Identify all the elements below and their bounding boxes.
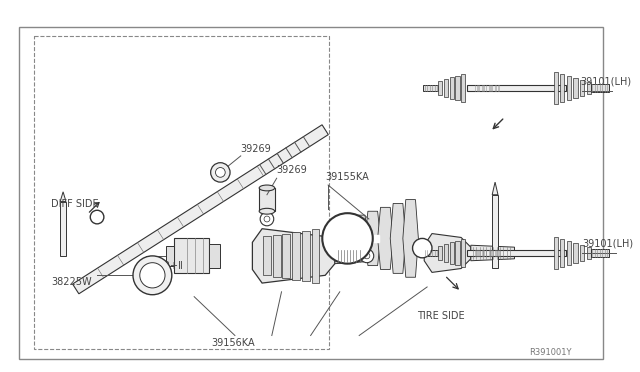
Polygon shape [292,232,300,280]
Polygon shape [580,245,584,261]
Polygon shape [403,200,419,277]
Polygon shape [461,74,465,102]
Polygon shape [60,202,66,256]
Text: 38225W: 38225W [51,277,92,287]
Polygon shape [259,188,275,211]
Polygon shape [263,237,271,275]
Polygon shape [456,76,460,100]
Circle shape [90,210,104,224]
Text: 39156KA: 39156KA [212,338,255,348]
Polygon shape [335,248,364,264]
Polygon shape [72,125,328,294]
Polygon shape [273,235,280,277]
Polygon shape [567,76,571,100]
Text: 39155KA: 39155KA [325,172,369,182]
Bar [34,36,329,349]
Circle shape [360,249,374,263]
Polygon shape [450,77,454,99]
Text: TIRE SIDE: TIRE SIDE [417,311,465,321]
Polygon shape [365,211,381,266]
Text: 39101(LH): 39101(LH) [580,76,632,86]
Polygon shape [60,192,66,202]
Polygon shape [353,215,368,262]
Polygon shape [580,80,584,96]
Text: 39269: 39269 [276,166,307,176]
Polygon shape [166,246,174,266]
Circle shape [323,213,372,264]
Polygon shape [450,242,454,264]
Polygon shape [369,234,379,242]
Polygon shape [492,182,498,195]
Polygon shape [438,246,442,260]
Circle shape [140,263,165,288]
Polygon shape [560,239,564,267]
Polygon shape [554,237,558,269]
Polygon shape [560,74,564,102]
Polygon shape [587,82,591,94]
Polygon shape [444,79,448,97]
Polygon shape [424,234,471,272]
Polygon shape [390,203,406,273]
Polygon shape [444,244,448,262]
Circle shape [216,167,225,177]
Polygon shape [252,229,335,283]
Polygon shape [461,239,465,267]
Text: 39752+Ⅱ: 39752+Ⅱ [139,261,182,270]
Polygon shape [467,85,566,91]
Polygon shape [492,195,498,267]
Polygon shape [312,229,319,283]
Polygon shape [567,241,571,265]
Circle shape [413,238,432,258]
Ellipse shape [259,208,275,214]
Polygon shape [554,72,558,104]
Polygon shape [591,84,609,92]
Polygon shape [174,238,209,273]
Polygon shape [282,234,291,278]
Circle shape [364,253,370,259]
Ellipse shape [259,185,275,191]
Polygon shape [378,207,393,269]
Polygon shape [591,249,609,257]
Polygon shape [302,231,310,281]
Circle shape [260,212,274,226]
Polygon shape [587,247,591,259]
Polygon shape [423,250,438,256]
Polygon shape [456,241,460,265]
Text: DIFF SIDE: DIFF SIDE [51,199,99,209]
Polygon shape [340,219,355,258]
Polygon shape [471,245,515,261]
Polygon shape [327,223,342,254]
Polygon shape [573,243,578,263]
Polygon shape [467,250,566,256]
Polygon shape [573,78,578,98]
Text: R391001Y: R391001Y [529,349,572,357]
Circle shape [211,163,230,182]
Polygon shape [423,85,438,91]
Polygon shape [209,244,220,267]
Text: 39101(LH): 39101(LH) [582,238,634,248]
Polygon shape [438,80,442,95]
Circle shape [133,256,172,295]
Text: 39269: 39269 [241,144,271,154]
Circle shape [264,216,270,222]
